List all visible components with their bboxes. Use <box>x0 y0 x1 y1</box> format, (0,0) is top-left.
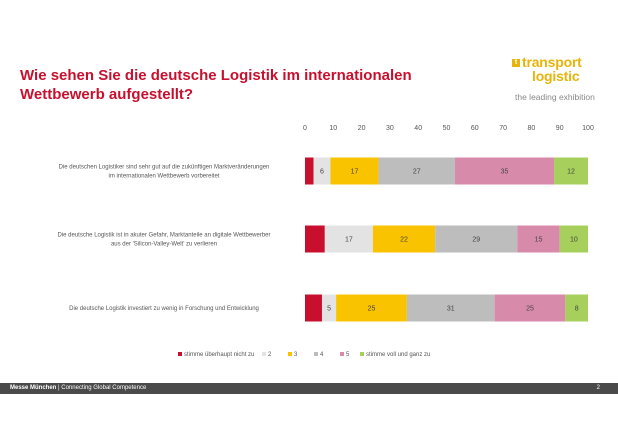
bar-segment <box>435 225 518 253</box>
legend-label: 5 <box>346 352 350 358</box>
x-tick-label: 10 <box>329 125 337 132</box>
bar-segment <box>305 294 322 322</box>
x-tick-label: 50 <box>443 125 451 132</box>
data-label: 22 <box>400 237 408 244</box>
legend-swatch <box>262 352 266 356</box>
bar-segment <box>313 157 331 185</box>
data-label: 17 <box>351 169 359 176</box>
x-tick-label: 30 <box>386 125 394 132</box>
bar-segment <box>324 225 373 253</box>
x-tick-label: 70 <box>499 125 507 132</box>
bar-segment <box>559 225 588 253</box>
legend-swatch <box>314 352 318 356</box>
bar-segment <box>305 157 314 185</box>
logo-mark-icon: t <box>512 59 520 67</box>
legend-swatch <box>340 352 344 356</box>
data-label: 17 <box>345 237 353 244</box>
page-number: 2 <box>596 385 600 391</box>
chart-title: Wie sehen Sie die deutsche Logistik im i… <box>20 67 412 103</box>
legend-label: 2 <box>268 352 272 358</box>
footer-text: Messe München | Connecting Global Compet… <box>10 383 146 394</box>
data-label: 15 <box>535 237 543 244</box>
data-label: 35 <box>501 169 509 176</box>
bar-segment <box>565 294 588 322</box>
x-tick-label: 80 <box>528 125 536 132</box>
bar-segment <box>517 225 560 253</box>
bar-segment <box>336 294 407 322</box>
logo-text-logistic: logistic <box>532 68 580 84</box>
category-label: Die deutsche Logistik investiert zu weni… <box>69 306 259 312</box>
category-label: Die deutsche Logistik ist in akuter Gefa… <box>58 233 271 239</box>
legend-swatch <box>360 352 364 356</box>
legend-label: stimme überhaupt nicht zu <box>184 352 254 358</box>
legend-swatch <box>288 352 292 356</box>
footer-bar: Messe München | Connecting Global Compet… <box>0 383 618 394</box>
legend-label: 4 <box>320 352 324 358</box>
category-label: im internationalen Wettbewerb vorbereite… <box>109 174 220 180</box>
data-label: 29 <box>472 237 480 244</box>
x-tick-label: 90 <box>556 125 564 132</box>
bar-segment <box>372 225 436 253</box>
x-tick-label: 100 <box>582 125 594 132</box>
logo-text-transport: transport <box>522 54 582 70</box>
x-tick-label: 20 <box>358 125 366 132</box>
data-label: 12 <box>567 169 575 176</box>
bar-segment <box>406 294 495 322</box>
footer-separator: | <box>56 385 62 391</box>
data-label: 31 <box>447 306 455 313</box>
bar-segment <box>554 157 588 185</box>
logo-tagline: the leading exhibition <box>515 92 595 102</box>
legend-label: stimme voll und ganz zu <box>366 352 430 358</box>
bar-segment <box>321 294 337 322</box>
category-label: Die deutschen Logistiker sind sehr gut a… <box>59 165 270 171</box>
data-label: 10 <box>570 237 578 244</box>
data-label: 25 <box>368 306 376 313</box>
bar-segment <box>378 157 455 185</box>
category-label: aus der 'Silicon-Valley-Welt' zu verlier… <box>111 242 217 248</box>
data-label: 27 <box>413 169 421 176</box>
bar-segment <box>494 294 566 322</box>
data-label: 5 <box>327 306 331 313</box>
bar-segment <box>305 225 325 253</box>
footer-slogan: Connecting Global Competence <box>61 385 147 391</box>
bar-segment <box>330 157 379 185</box>
data-label: 8 <box>575 306 579 313</box>
legend-swatch <box>178 352 182 356</box>
x-tick-label: 60 <box>471 125 479 132</box>
data-label: 25 <box>526 306 534 313</box>
legend-label: 3 <box>294 352 298 358</box>
footer-brand: Messe München <box>10 385 57 391</box>
x-tick-label: 40 <box>414 125 422 132</box>
bar-segment <box>454 157 555 185</box>
data-label: 6 <box>320 169 324 176</box>
x-tick-label: 0 <box>303 125 307 132</box>
